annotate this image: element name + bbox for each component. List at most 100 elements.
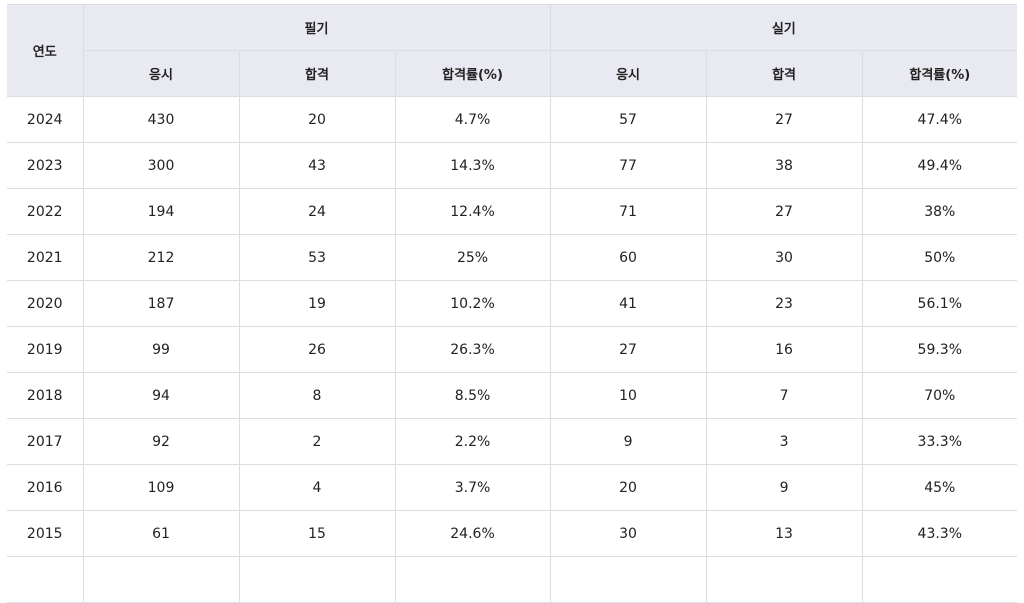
table-cell: 9 xyxy=(705,464,863,511)
table-cell: 24 xyxy=(238,188,396,235)
column-header: 응시 xyxy=(83,50,240,97)
table-cell xyxy=(82,556,240,603)
group-header: 실기 xyxy=(549,4,1018,51)
table-cell: 60 xyxy=(549,234,707,281)
table-cell: 187 xyxy=(82,280,240,327)
table-row: 2024 430 20 4.7% 57 27 47.4% xyxy=(7,96,1018,143)
pass-rate-table: 연도 필기 실기 응시 합격 합격률(%) 응시 합격 합격률(%) 2024 430 20 4… xyxy=(7,4,1018,603)
table-row: 2022 194 24 12.4% 71 27 38% xyxy=(7,188,1018,235)
group-header: 필기 xyxy=(82,4,551,51)
table-cell: 10.2% xyxy=(394,280,551,327)
year-cell: 2022 xyxy=(7,188,84,235)
table-cell: 27 xyxy=(705,188,863,235)
table-row: 2017 92 2 2.2% 9 3 33.3% xyxy=(7,418,1018,465)
table-cell: 10 xyxy=(549,372,707,419)
table-cell: 3 xyxy=(705,418,863,465)
table-cell: 26 xyxy=(238,326,396,373)
table-cell: 38 xyxy=(705,142,863,189)
table-cell: 47.4% xyxy=(861,96,1018,143)
table-cell xyxy=(705,556,863,603)
table-cell xyxy=(861,556,1018,603)
table-cell xyxy=(7,556,84,603)
table-cell: 19 xyxy=(238,280,396,327)
table-cell: 4 xyxy=(238,464,396,511)
table-row: 2018 94 8 8.5% 10 7 70% xyxy=(7,372,1018,419)
table-cell: 212 xyxy=(82,234,240,281)
table-cell: 13 xyxy=(705,510,863,557)
table-row xyxy=(7,556,1018,603)
table-row: 2023 300 43 14.3% 77 38 49.4% xyxy=(7,142,1018,189)
table-cell xyxy=(394,556,551,603)
year-cell: 2021 xyxy=(7,234,84,281)
column-header: 합격률(%) xyxy=(861,50,1018,97)
table-cell: 43 xyxy=(238,142,396,189)
year-cell: 2020 xyxy=(7,280,84,327)
year-header: 연도 xyxy=(7,4,84,97)
page: 연도 필기 실기 응시 합격 합격률(%) 응시 합격 합격률(%) 2024 430 20 4… xyxy=(7,4,1018,603)
column-header: 응시 xyxy=(549,50,707,97)
table-cell: 43.3% xyxy=(861,510,1018,557)
table-cell: 50% xyxy=(861,234,1018,281)
year-cell: 2016 xyxy=(7,464,84,511)
year-cell: 2019 xyxy=(7,326,84,373)
year-cell: 2018 xyxy=(7,372,84,419)
subheader-row: 응시 합격 합격률(%) 응시 합격 합격률(%) xyxy=(7,50,1018,97)
table-row: 2021 212 53 25% 60 30 50% xyxy=(7,234,1018,281)
table-cell: 57 xyxy=(549,96,707,143)
column-header: 합격 xyxy=(238,50,396,97)
header-row: 연도 필기 실기 xyxy=(7,4,1018,97)
table-row: 2019 99 26 26.3% 27 16 59.3% xyxy=(7,326,1018,373)
table-cell: 20 xyxy=(238,96,396,143)
table-cell: 45% xyxy=(861,464,1018,511)
table-cell xyxy=(238,556,396,603)
table-cell: 15 xyxy=(238,510,396,557)
table-cell: 70% xyxy=(861,372,1018,419)
table-cell: 2 xyxy=(238,418,396,465)
table-cell: 2.2% xyxy=(394,418,551,465)
table-cell: 92 xyxy=(82,418,240,465)
table-cell: 53 xyxy=(238,234,396,281)
table-cell: 8.5% xyxy=(394,372,551,419)
table-cell: 27 xyxy=(705,96,863,143)
table-body: 2024 430 20 4.7% 57 27 47.4% 2023 300 43 14.3% 77 38… xyxy=(7,96,1018,603)
table-cell: 99 xyxy=(82,326,240,373)
table-cell: 41 xyxy=(549,280,707,327)
table-cell: 16 xyxy=(705,326,863,373)
table-row: 2016 109 4 3.7% 20 9 45% xyxy=(7,464,1018,511)
table-cell: 430 xyxy=(82,96,240,143)
table-cell: 109 xyxy=(82,464,240,511)
table-cell: 25% xyxy=(394,234,551,281)
year-cell: 2024 xyxy=(7,96,84,143)
table-cell: 77 xyxy=(549,142,707,189)
table-row: 2015 61 15 24.6% 30 13 43.3% xyxy=(7,510,1018,557)
table-cell: 23 xyxy=(705,280,863,327)
table-cell: 24.6% xyxy=(394,510,551,557)
table-cell: 33.3% xyxy=(861,418,1018,465)
table-cell: 61 xyxy=(82,510,240,557)
table-cell: 56.1% xyxy=(861,280,1018,327)
table-container: 연도 필기 실기 응시 합격 합격률(%) 응시 합격 합격률(%) 2024 430 20 4… xyxy=(7,4,1018,603)
table-cell: 94 xyxy=(82,372,240,419)
column-header: 합격률(%) xyxy=(394,50,551,97)
table-cell: 27 xyxy=(549,326,707,373)
table-row: 2020 187 19 10.2% 41 23 56.1% xyxy=(7,280,1018,327)
table-cell: 194 xyxy=(82,188,240,235)
year-cell: 2023 xyxy=(7,142,84,189)
year-cell: 2015 xyxy=(7,510,84,557)
table-cell: 12.4% xyxy=(394,188,551,235)
table-cell xyxy=(549,556,707,603)
table-cell: 3.7% xyxy=(394,464,551,511)
table-cell: 9 xyxy=(549,418,707,465)
table-cell: 49.4% xyxy=(861,142,1018,189)
table-cell: 30 xyxy=(549,510,707,557)
table-cell: 7 xyxy=(705,372,863,419)
table-cell: 59.3% xyxy=(861,326,1018,373)
table-cell: 26.3% xyxy=(394,326,551,373)
table-cell: 30 xyxy=(705,234,863,281)
year-cell: 2017 xyxy=(7,418,84,465)
table-cell: 4.7% xyxy=(394,96,551,143)
table-cell: 14.3% xyxy=(394,142,551,189)
table-cell: 38% xyxy=(861,188,1018,235)
table-cell: 8 xyxy=(238,372,396,419)
table-cell: 20 xyxy=(549,464,707,511)
